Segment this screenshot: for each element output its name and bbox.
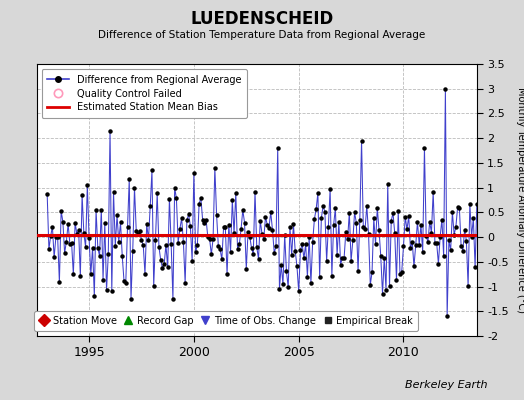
Text: Difference of Station Temperature Data from Regional Average: Difference of Station Temperature Data f… bbox=[99, 30, 425, 40]
Legend: Station Move, Record Gap, Time of Obs. Change, Empirical Break: Station Move, Record Gap, Time of Obs. C… bbox=[34, 312, 418, 331]
Text: Berkeley Earth: Berkeley Earth bbox=[405, 380, 487, 390]
Y-axis label: Monthly Temperature Anomaly Difference (°C): Monthly Temperature Anomaly Difference (… bbox=[516, 87, 524, 313]
Text: LUEDENSCHEID: LUEDENSCHEID bbox=[190, 10, 334, 28]
